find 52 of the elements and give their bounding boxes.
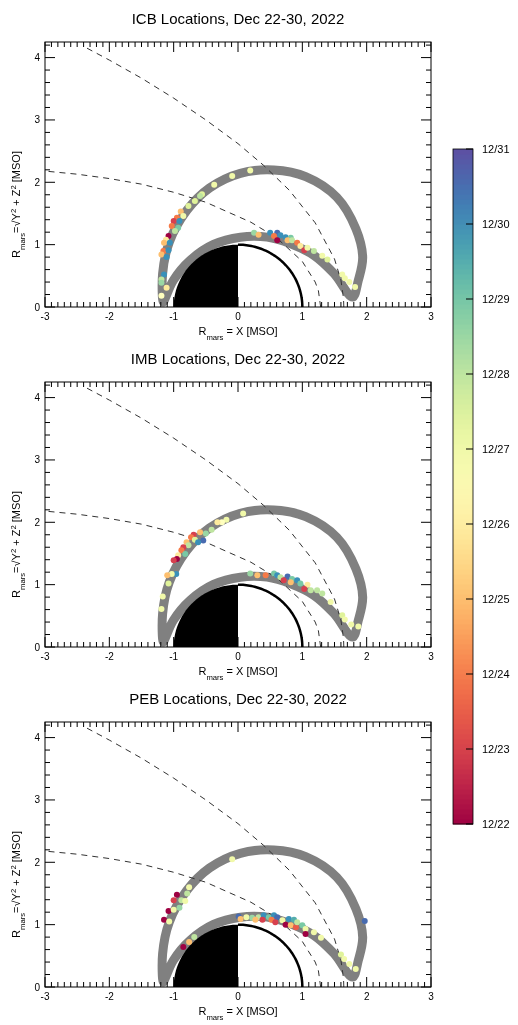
y-tick-label: 1	[34, 239, 41, 251]
x-tick-label: 2	[363, 311, 370, 322]
x-tick-label: 0	[235, 311, 242, 322]
color-bar-label: 12/29	[482, 293, 510, 305]
y-tick-label: 3	[34, 794, 41, 806]
y-tick-label: 2	[34, 176, 41, 188]
chart-title: ICB Locations, Dec 22-30, 2022	[131, 10, 345, 27]
y-tick-label: 2	[34, 856, 41, 868]
y-tick-label: 4	[34, 52, 41, 64]
x-tick-label: -1	[169, 991, 179, 1002]
x-tick-label: -2	[104, 991, 115, 1002]
y-tick-label: 1	[34, 919, 41, 931]
x-axis-title: R$_{mars}$ = X [MSO]	[198, 1005, 278, 1022]
x-tick-label: 2	[363, 651, 370, 662]
chart-title: IMB Locations, Dec 22-30, 2022	[130, 350, 346, 367]
color-bar-label: 12/23	[482, 743, 510, 755]
y-tick-label: 0	[34, 981, 41, 993]
color-bar-label: 12/26	[482, 518, 510, 530]
y-tick-label: 3	[34, 114, 41, 126]
x-tick-label: -3	[40, 311, 50, 322]
x-axis-title: R$_{mars}$ = X [MSO]	[198, 325, 278, 342]
x-tick-label: 2	[363, 991, 370, 1002]
color-bar-label: 12/30	[482, 218, 510, 230]
x-tick-label: 1	[299, 311, 306, 322]
y-tick-label: 2	[34, 516, 41, 528]
x-axis-title: R$_{mars}$ = X [MSO]	[198, 665, 278, 682]
x-tick-label: -3	[40, 991, 50, 1002]
x-tick-label: -2	[104, 651, 115, 662]
x-tick-label: 0	[235, 651, 242, 662]
x-tick-label: 1	[299, 991, 306, 1002]
color-bar-label: 12/25	[482, 593, 510, 605]
y-tick-label: 4	[34, 732, 41, 744]
chart-title: PEB Locations, Dec 22-30, 2022	[129, 690, 347, 707]
y-tick-label: 4	[34, 392, 41, 404]
x-tick-label: 3	[428, 311, 435, 322]
x-tick-label: -3	[40, 651, 50, 662]
y-tick-label: 3	[34, 454, 41, 466]
x-tick-label: 3	[428, 651, 435, 662]
color-bar-label: 12/22	[482, 818, 510, 830]
x-tick-label: 3	[428, 991, 435, 1002]
color-bar-label: 12/31	[482, 143, 510, 155]
y-tick-label: 0	[34, 301, 41, 313]
color-bar-label: 12/28	[482, 368, 510, 380]
x-tick-label: -1	[169, 651, 179, 662]
color-bar-label: 12/27	[482, 443, 510, 455]
y-tick-label: 0	[34, 641, 41, 653]
x-tick-label: 1	[299, 651, 306, 662]
x-tick-label: 0	[235, 991, 242, 1002]
x-tick-label: -2	[104, 311, 115, 322]
y-tick-label: 1	[34, 579, 41, 591]
color-bar-label: 12/24	[482, 668, 510, 680]
x-tick-label: -1	[169, 311, 179, 322]
